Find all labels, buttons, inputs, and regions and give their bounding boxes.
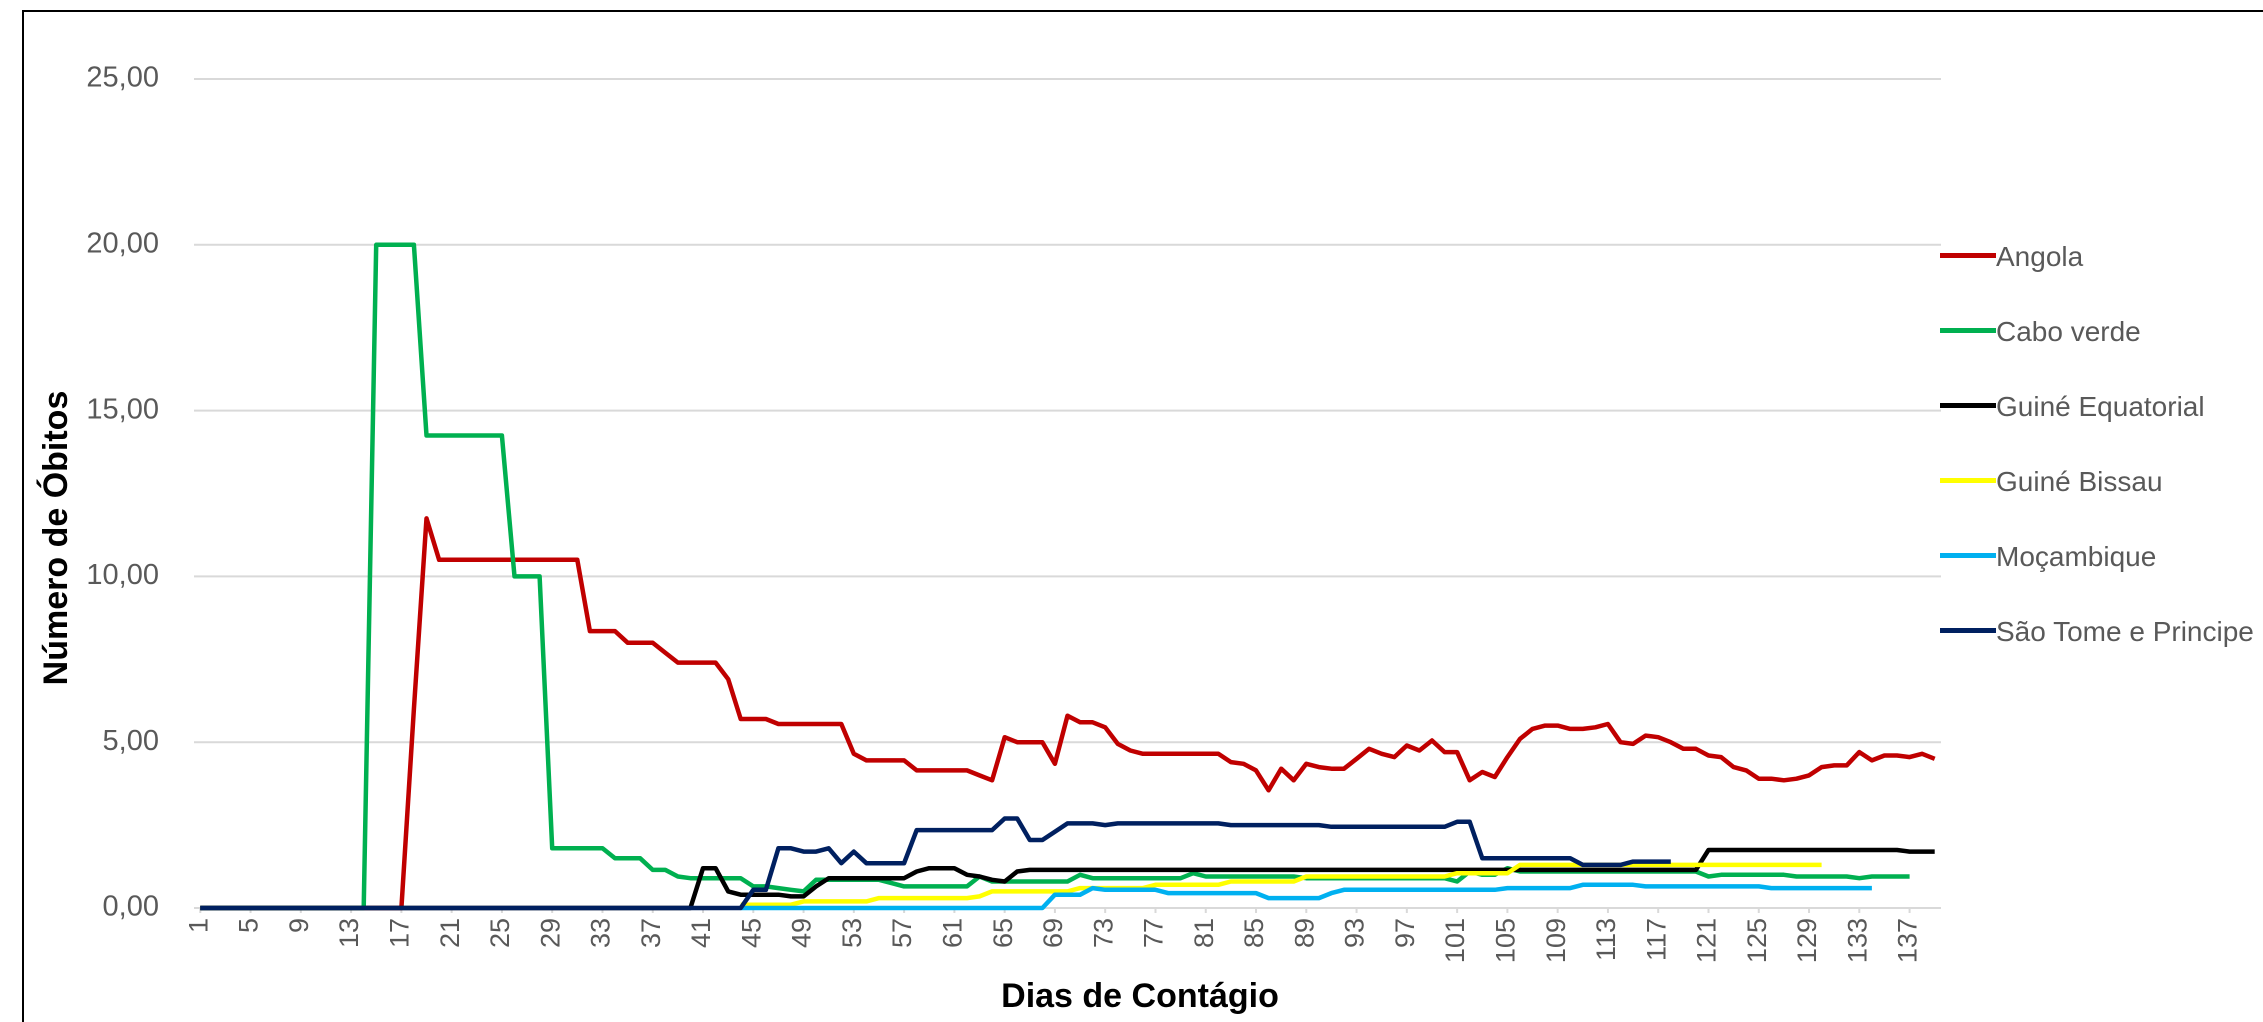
- y-tick-label: 20,00: [86, 227, 159, 259]
- x-tick-label: 5: [234, 918, 264, 933]
- x-tick-label: 109: [1541, 918, 1571, 963]
- x-tick-label: 73: [1088, 918, 1118, 948]
- x-axis-title: Dias de Contágio: [1001, 977, 1279, 1015]
- x-tick-label: 137: [1893, 918, 1923, 963]
- x-tick-label: 129: [1792, 918, 1822, 963]
- x-tick-label: 93: [1340, 918, 1370, 948]
- x-tick-label: 121: [1692, 918, 1722, 963]
- legend-swatch: [1940, 328, 1996, 333]
- legend-label: Angola: [1996, 241, 2084, 272]
- y-tick-label: 0,00: [103, 891, 159, 923]
- y-axis-title: Número de Óbitos: [37, 391, 75, 686]
- chart-border: [22, 10, 2263, 1022]
- series-line: [740, 882, 1872, 911]
- x-tick-label: 49: [787, 918, 817, 948]
- x-tick-label: 25: [485, 918, 515, 948]
- series-line: [200, 516, 1936, 911]
- x-tick-label: 13: [334, 918, 364, 948]
- series-line: [200, 816, 1671, 911]
- x-tick-label: 77: [1139, 918, 1169, 948]
- x-tick-label: 37: [636, 918, 666, 948]
- legend-item: Guiné Equatorial: [1940, 386, 2260, 427]
- x-tick-label: 89: [1289, 918, 1319, 948]
- legend-item: Cabo verde: [1940, 311, 2260, 352]
- x-tick-label: 21: [435, 918, 465, 948]
- x-tick-label: 29: [535, 918, 565, 948]
- legend-item: Moçambique: [1940, 536, 2260, 577]
- x-tick-label: 53: [837, 918, 867, 948]
- y-tick-label: 10,00: [86, 559, 159, 591]
- x-tick-label: 133: [1842, 918, 1872, 963]
- legend-item: Guiné Bissau: [1940, 461, 2260, 502]
- x-tick-label: 81: [1189, 918, 1219, 948]
- legend-label: São Tome e Principe: [1996, 616, 2254, 647]
- legend-item: Angola: [1940, 236, 2260, 277]
- y-tick-label: 15,00: [86, 393, 159, 425]
- x-tick-label: 101: [1440, 918, 1470, 963]
- legend-swatch: [1940, 253, 1996, 258]
- x-tick-label: 33: [586, 918, 616, 948]
- legend-label: Guiné Equatorial: [1996, 391, 2205, 422]
- x-tick-label: 17: [385, 918, 415, 948]
- y-tick-label: 25,00: [86, 62, 159, 94]
- legend-label: Cabo verde: [1996, 316, 2141, 347]
- legend: Angola Cabo verde Guiné Equatorial Guiné Bi…: [1940, 236, 2260, 686]
- x-tick-label: 69: [1038, 918, 1068, 948]
- x-tick-label: 1: [183, 918, 213, 933]
- x-tick-label: 57: [887, 918, 917, 948]
- x-tick-label: 125: [1742, 918, 1772, 963]
- x-tick-label: 105: [1491, 918, 1521, 963]
- series-line: [740, 862, 1822, 907]
- x-tick-label: 61: [938, 918, 968, 948]
- x-tick-label: 97: [1390, 918, 1420, 948]
- legend-label: Guiné Bissau: [1996, 466, 2163, 497]
- legend-item: São Tome e Principe: [1940, 611, 2260, 652]
- legend-label: Moçambique: [1996, 541, 2157, 572]
- x-tick-label: 113: [1591, 918, 1621, 961]
- legend-swatch: [1940, 403, 1996, 408]
- x-tick-label: 85: [1239, 918, 1269, 948]
- legend-swatch: [1940, 553, 1996, 558]
- x-tick-label: 65: [988, 918, 1018, 948]
- legend-swatch: [1940, 478, 1996, 483]
- legend-swatch: [1940, 628, 1996, 633]
- x-tick-label: 41: [686, 918, 716, 948]
- x-tick-label: 117: [1641, 918, 1671, 961]
- y-tick-label: 5,00: [103, 725, 159, 757]
- x-tick-label: 9: [284, 918, 314, 933]
- x-tick-label: 45: [736, 918, 766, 948]
